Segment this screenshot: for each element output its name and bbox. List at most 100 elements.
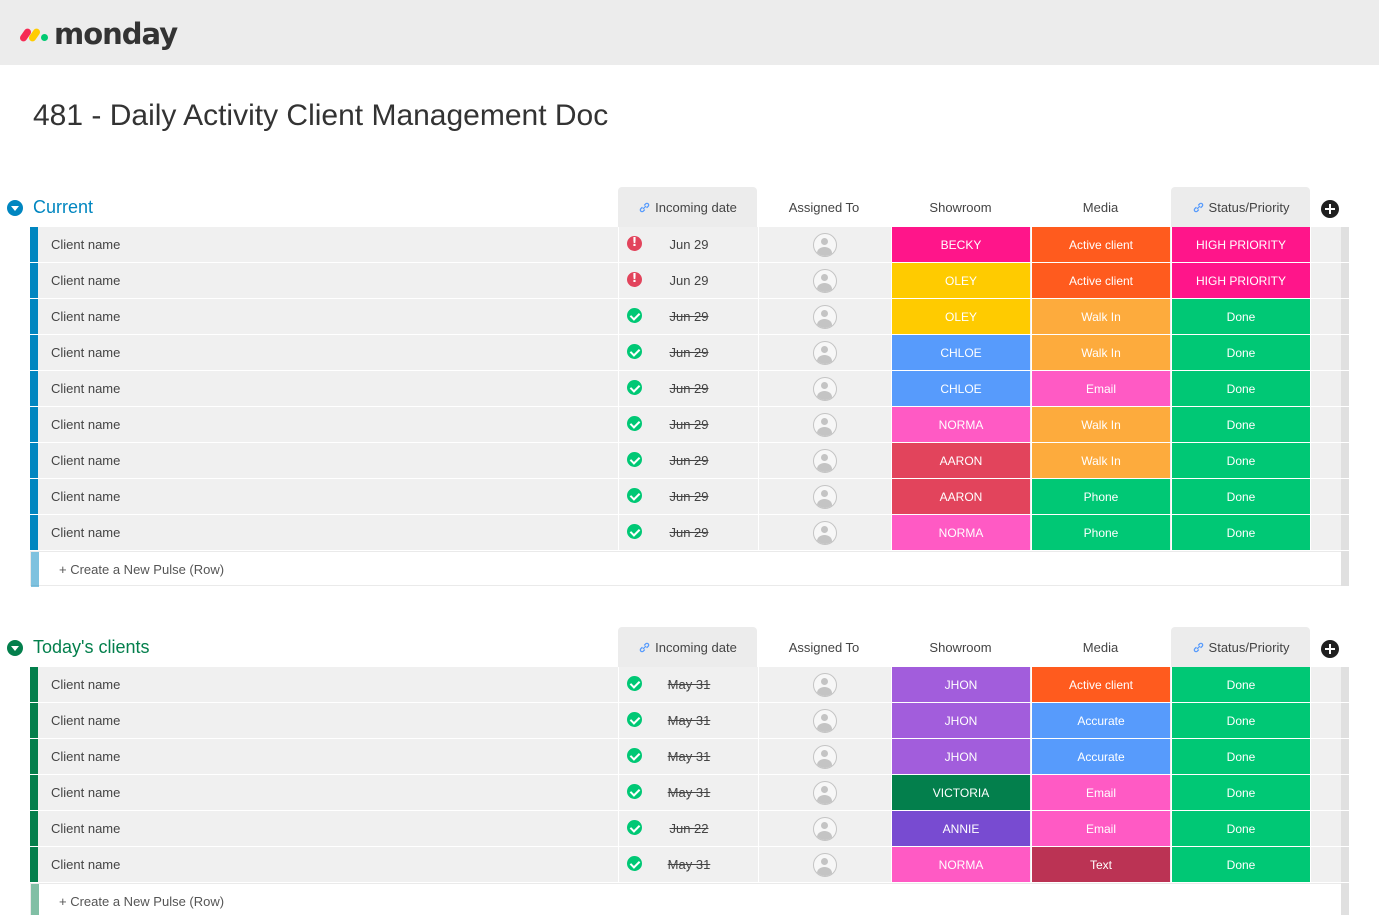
incoming-date-cell[interactable]: May 31: [618, 847, 757, 882]
showroom-label[interactable]: VICTORIA: [891, 775, 1030, 810]
incoming-date-cell[interactable]: Jun 29: [618, 515, 757, 550]
media-label[interactable]: Email: [1031, 811, 1170, 846]
empty-avatar-icon[interactable]: [813, 341, 837, 365]
client-name-cell[interactable]: Client name: [51, 489, 121, 504]
empty-avatar-icon[interactable]: [813, 269, 837, 293]
incoming-date-cell[interactable]: Jun 29: [618, 443, 757, 478]
status-priority-label[interactable]: HIGH PRIORITY: [1171, 227, 1310, 262]
status-priority-label[interactable]: Done: [1171, 811, 1310, 846]
client-name-cell[interactable]: Client name: [51, 525, 121, 540]
table-row[interactable]: Client name Jun 29 NORMA Phone Done: [30, 515, 1349, 550]
create-new-pulse-label[interactable]: + Create a New Pulse (Row): [59, 894, 225, 909]
incoming-date-cell[interactable]: May 31: [618, 703, 757, 738]
status-priority-label[interactable]: Done: [1171, 847, 1310, 882]
empty-avatar-icon[interactable]: [813, 377, 837, 401]
empty-avatar-icon[interactable]: [813, 413, 837, 437]
media-label[interactable]: Walk In: [1031, 407, 1170, 442]
client-name-cell[interactable]: Client name: [51, 821, 121, 836]
showroom-label[interactable]: NORMA: [891, 407, 1030, 442]
media-label[interactable]: Phone: [1031, 515, 1170, 550]
assigned-to-cell[interactable]: [758, 263, 890, 298]
assigned-to-cell[interactable]: [758, 479, 890, 514]
column-header-incoming-date[interactable]: Incoming date: [618, 627, 757, 667]
status-priority-label[interactable]: Done: [1171, 515, 1310, 550]
incoming-date-cell[interactable]: May 31: [618, 775, 757, 810]
incoming-date-cell[interactable]: Jun 29: [618, 371, 757, 406]
media-label[interactable]: Phone: [1031, 479, 1170, 514]
showroom-label[interactable]: NORMA: [891, 515, 1030, 550]
assigned-to-cell[interactable]: [758, 407, 890, 442]
board-title[interactable]: 481 - Daily Activity Client Management D…: [33, 99, 609, 132]
column-header-media[interactable]: Media: [1031, 187, 1170, 227]
showroom-label[interactable]: OLEY: [891, 299, 1030, 334]
media-label[interactable]: Walk In: [1031, 443, 1170, 478]
table-row[interactable]: Client name Jun 29 AARON Walk In Done: [30, 443, 1349, 478]
empty-avatar-icon[interactable]: [813, 673, 837, 697]
showroom-label[interactable]: AARON: [891, 443, 1030, 478]
table-row[interactable]: Client name May 31 JHON Accurate Done: [30, 703, 1349, 738]
assigned-to-cell[interactable]: [758, 371, 890, 406]
empty-avatar-icon[interactable]: [813, 449, 837, 473]
column-header-showroom[interactable]: Showroom: [891, 627, 1030, 667]
assigned-to-cell[interactable]: [758, 775, 890, 810]
table-row[interactable]: Client name Jun 29 NORMA Walk In Done: [30, 407, 1349, 442]
media-label[interactable]: Accurate: [1031, 739, 1170, 774]
client-name-cell[interactable]: Client name: [51, 381, 121, 396]
status-priority-label[interactable]: Done: [1171, 335, 1310, 370]
assigned-to-cell[interactable]: [758, 299, 890, 334]
empty-avatar-icon[interactable]: [813, 817, 837, 841]
assigned-to-cell[interactable]: [758, 703, 890, 738]
collapse-group-icon[interactable]: [7, 200, 23, 216]
status-priority-label[interactable]: Done: [1171, 299, 1310, 334]
showroom-label[interactable]: CHLOE: [891, 371, 1030, 406]
empty-avatar-icon[interactable]: [813, 485, 837, 509]
media-label[interactable]: Walk In: [1031, 335, 1170, 370]
assigned-to-cell[interactable]: [758, 335, 890, 370]
empty-avatar-icon[interactable]: [813, 305, 837, 329]
status-priority-label[interactable]: Done: [1171, 443, 1310, 478]
media-label[interactable]: Active client: [1031, 227, 1170, 262]
assigned-to-cell[interactable]: [758, 811, 890, 846]
media-label[interactable]: Text: [1031, 847, 1170, 882]
incoming-date-cell[interactable]: Jun 22: [618, 811, 757, 846]
incoming-date-cell[interactable]: Jun 29: [618, 335, 757, 370]
showroom-label[interactable]: JHON: [891, 739, 1030, 774]
status-priority-label[interactable]: Done: [1171, 703, 1310, 738]
assigned-to-cell[interactable]: [758, 515, 890, 550]
incoming-date-cell[interactable]: Jun 29: [618, 407, 757, 442]
table-row[interactable]: Client name May 31 JHON Accurate Done: [30, 739, 1349, 774]
showroom-label[interactable]: CHLOE: [891, 335, 1030, 370]
column-header-media[interactable]: Media: [1031, 627, 1170, 667]
status-priority-label[interactable]: Done: [1171, 775, 1310, 810]
column-header-showroom[interactable]: Showroom: [891, 187, 1030, 227]
showroom-label[interactable]: JHON: [891, 703, 1030, 738]
empty-avatar-icon[interactable]: [813, 709, 837, 733]
status-priority-label[interactable]: HIGH PRIORITY: [1171, 263, 1310, 298]
column-header-status-priority[interactable]: Status/Priority: [1171, 187, 1310, 227]
incoming-date-cell[interactable]: Jun 29: [618, 263, 757, 298]
showroom-label[interactable]: AARON: [891, 479, 1030, 514]
showroom-label[interactable]: ANNIE: [891, 811, 1030, 846]
status-priority-label[interactable]: Done: [1171, 407, 1310, 442]
column-header-assigned-to[interactable]: Assigned To: [758, 187, 890, 227]
assigned-to-cell[interactable]: [758, 847, 890, 882]
column-header-incoming-date[interactable]: Incoming date: [618, 187, 757, 227]
collapse-group-icon[interactable]: [7, 640, 23, 656]
group-title[interactable]: Current: [33, 197, 94, 217]
table-row[interactable]: Client name Jun 29 AARON Phone Done: [30, 479, 1349, 514]
incoming-date-cell[interactable]: May 31: [618, 739, 757, 774]
showroom-label[interactable]: OLEY: [891, 263, 1030, 298]
client-name-cell[interactable]: Client name: [51, 453, 121, 468]
empty-avatar-icon[interactable]: [813, 521, 837, 545]
column-header-assigned-to[interactable]: Assigned To: [758, 627, 890, 667]
media-label[interactable]: Active client: [1031, 667, 1170, 702]
client-name-cell[interactable]: Client name: [51, 237, 121, 252]
client-name-cell[interactable]: Client name: [51, 785, 121, 800]
media-label[interactable]: Email: [1031, 371, 1170, 406]
table-row[interactable]: Client name Jun 22 ANNIE Email Done: [30, 811, 1349, 846]
client-name-cell[interactable]: Client name: [51, 345, 121, 360]
incoming-date-cell[interactable]: Jun 29: [618, 227, 757, 262]
empty-avatar-icon[interactable]: [813, 233, 837, 257]
table-row[interactable]: Client name Jun 29 CHLOE Walk In Done: [30, 335, 1349, 370]
